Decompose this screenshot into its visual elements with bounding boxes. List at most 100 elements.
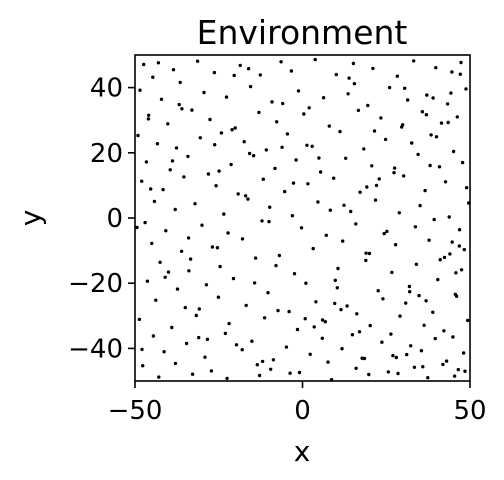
data-point <box>462 247 466 252</box>
data-point <box>311 246 315 251</box>
data-point <box>285 132 290 136</box>
data-point <box>137 317 142 322</box>
data-point <box>346 92 350 96</box>
data-points <box>135 57 471 382</box>
data-point <box>340 347 344 351</box>
data-point <box>464 87 468 91</box>
data-point <box>247 151 252 156</box>
data-point <box>291 181 296 185</box>
x-axis: −50 0 50 <box>108 381 487 426</box>
data-point <box>280 145 284 149</box>
data-point <box>269 367 273 371</box>
data-point <box>370 164 374 168</box>
data-point <box>407 284 412 289</box>
data-point <box>424 113 429 117</box>
data-point <box>270 100 274 104</box>
data-point <box>295 327 300 332</box>
data-point <box>426 376 430 380</box>
data-point <box>209 369 214 373</box>
data-point <box>323 320 327 324</box>
data-point <box>222 212 226 216</box>
x-tick-label: 0 <box>294 396 311 426</box>
data-point <box>144 160 149 164</box>
data-point <box>161 187 165 192</box>
data-point <box>236 192 240 196</box>
data-point <box>163 275 167 279</box>
data-point <box>418 203 422 208</box>
data-point <box>380 340 384 344</box>
data-point <box>431 310 435 314</box>
data-point <box>396 371 400 376</box>
data-point <box>246 67 251 71</box>
data-point <box>334 72 338 77</box>
data-point <box>409 344 413 348</box>
data-point <box>195 59 200 63</box>
data-point <box>431 96 435 100</box>
data-point <box>151 75 155 79</box>
data-point <box>154 298 158 302</box>
data-point <box>260 219 264 223</box>
data-point <box>212 70 217 75</box>
data-point <box>147 113 151 118</box>
data-point <box>318 170 323 174</box>
data-point <box>217 169 221 173</box>
data-point <box>459 268 464 272</box>
data-point <box>294 158 298 162</box>
data-point <box>398 314 402 318</box>
data-point <box>140 347 144 352</box>
data-point <box>268 205 272 209</box>
data-point <box>447 215 451 219</box>
y-tick-label: 40 <box>90 74 123 104</box>
data-point <box>344 156 348 160</box>
data-point <box>231 276 236 281</box>
data-point <box>177 102 181 107</box>
data-point <box>367 372 371 377</box>
data-point <box>302 112 306 116</box>
data-point <box>320 318 325 322</box>
data-point <box>170 325 174 330</box>
data-point <box>164 229 168 233</box>
data-point <box>417 293 421 298</box>
data-point <box>314 300 318 304</box>
data-point <box>156 61 161 65</box>
data-point <box>445 102 450 106</box>
data-point <box>186 154 190 159</box>
data-point <box>262 316 267 320</box>
data-point <box>273 166 277 171</box>
data-point <box>252 281 257 285</box>
data-point <box>170 159 175 163</box>
data-point <box>223 331 228 336</box>
data-point <box>362 147 366 151</box>
data-point <box>356 108 361 113</box>
data-point <box>173 361 178 366</box>
data-point <box>358 190 362 194</box>
data-point <box>405 352 409 357</box>
data-point <box>439 121 444 125</box>
data-point <box>276 308 280 313</box>
data-point <box>428 163 432 168</box>
data-point <box>173 207 177 212</box>
data-point <box>456 367 460 372</box>
data-point <box>140 179 144 183</box>
data-point <box>373 198 378 202</box>
data-point <box>152 199 157 204</box>
data-point <box>204 283 209 287</box>
y-tick-label: 20 <box>90 139 123 169</box>
data-point <box>215 246 220 250</box>
data-point <box>299 226 304 230</box>
data-point <box>151 334 156 338</box>
data-point <box>434 66 438 70</box>
data-point <box>213 143 217 147</box>
data-point <box>328 208 332 212</box>
data-point <box>364 251 368 255</box>
x-tick-label: −50 <box>108 396 163 426</box>
data-point <box>406 98 410 102</box>
data-point <box>283 189 287 194</box>
data-point <box>150 241 154 246</box>
data-point <box>200 223 204 227</box>
data-point <box>460 160 465 165</box>
data-point <box>457 228 462 232</box>
y-tick-label: −20 <box>68 269 123 299</box>
data-point <box>203 355 207 359</box>
plot-frame <box>134 54 471 382</box>
